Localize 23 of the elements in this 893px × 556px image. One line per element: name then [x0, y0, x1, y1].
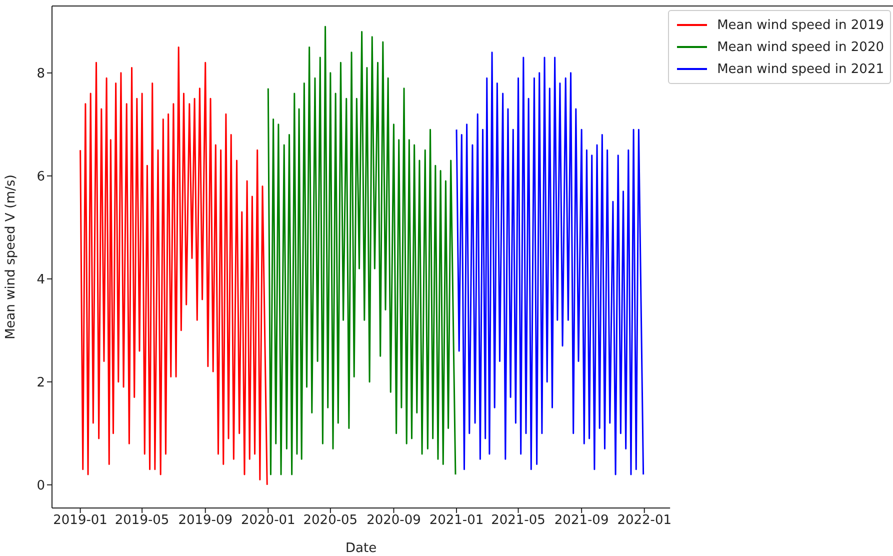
x-tick-label: 2019-05 — [114, 513, 170, 528]
x-tick-label: 2021-01 — [429, 513, 484, 528]
x-axis-title: Date — [346, 541, 377, 556]
legend-label: Mean wind speed in 2019 — [717, 18, 884, 32]
y-tick-label: 4 — [36, 272, 45, 288]
y-tick-label: 8 — [36, 66, 45, 82]
legend-label: Mean wind speed in 2021 — [717, 62, 884, 76]
y-axis-title: Mean wind speed V (m/s) — [4, 174, 19, 340]
line-series — [267, 26, 456, 476]
line-series — [456, 52, 644, 476]
legend-label: Mean wind speed in 2020 — [717, 40, 884, 54]
x-tick-label: 2020-05 — [303, 513, 358, 528]
x-tick-label: 2021-09 — [554, 513, 609, 528]
x-tick-label: 2021-05 — [491, 513, 546, 528]
y-tick-label: 0 — [36, 478, 45, 494]
y-tick-label: 2 — [36, 375, 45, 390]
y-tick-label: 6 — [36, 170, 45, 185]
x-tick-label: 2020-01 — [240, 513, 296, 528]
line-series — [80, 46, 268, 486]
x-tick-label: 2022-01 — [617, 513, 672, 528]
x-tick-label: 2020-09 — [366, 513, 421, 528]
x-tick-label: 2019-01 — [53, 513, 108, 528]
x-tick-label: 2019-09 — [178, 513, 233, 528]
